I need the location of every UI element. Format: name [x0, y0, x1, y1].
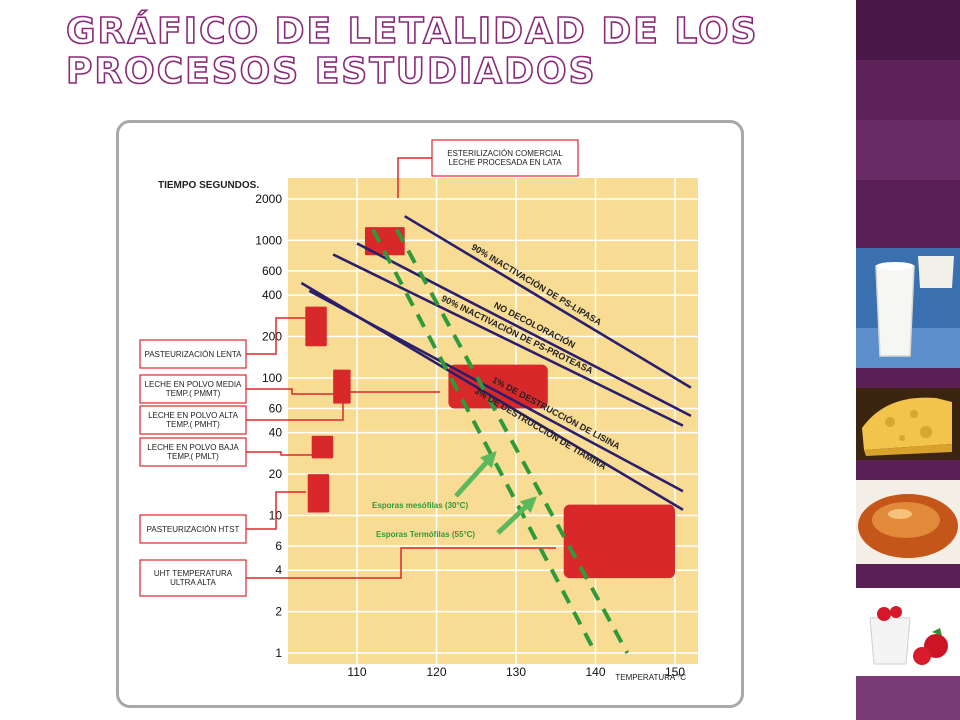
process-region: [333, 369, 351, 404]
process-label: PASTEURIZACIÓN HTST: [146, 524, 240, 534]
process-label-box: [139, 559, 247, 597]
y-tick-label: 20: [269, 467, 283, 481]
y-tick-label: 200: [262, 330, 282, 344]
y-tick-label: 2000: [255, 192, 282, 206]
spore-annotation: Esporas Termófilas (55°C): [376, 530, 475, 539]
process-label-box: [139, 405, 247, 435]
process-label-box: [139, 437, 247, 467]
spore-line: [394, 228, 630, 654]
process-region: [448, 364, 548, 409]
y-tick-label: 40: [269, 426, 283, 440]
inactivation-line: [332, 253, 684, 427]
process-label-container: LECHE EN POLVO MEDIA TEMP.( PMMT): [144, 380, 242, 398]
y-tick-label: 60: [269, 401, 283, 415]
x-tick-label: 150: [665, 665, 685, 679]
connector-line: [246, 391, 440, 421]
strip-band: [856, 180, 960, 248]
y-axis-label: TIEMPO SEGUNDOS.: [158, 180, 259, 191]
plot-area: [288, 178, 698, 664]
connector-line: [246, 547, 556, 579]
y-tick-label: 4: [275, 563, 282, 577]
process-label: UHT TEMPERATURA ULTRA ALTA: [153, 569, 233, 587]
process-region: [311, 435, 334, 459]
y-tick-label: 100: [262, 371, 282, 385]
y-tick-label: 1000: [255, 233, 282, 247]
caramel-dessert-photo: [856, 480, 960, 564]
strip-band: [856, 60, 960, 120]
annotation-arrow-head: [480, 451, 497, 469]
process-label-container: PASTEURIZACIÓN HTST: [146, 524, 240, 534]
process-label-container: PASTEURIZACIÓN LENTA: [144, 349, 242, 359]
process-region: [307, 474, 330, 513]
strip-band: [856, 0, 960, 60]
connector-line: [246, 451, 316, 456]
process-label: LECHE EN POLVO BAJA TEMP.( PMLT): [147, 443, 239, 461]
cheese-photo: [856, 388, 960, 460]
inactivation-line: [404, 215, 692, 389]
x-axis-label: TEMPERATURA °C: [615, 673, 686, 682]
x-tick-label: 110: [347, 665, 366, 679]
process-label-container: ESTERILIZACIÓN COMERCIAL LECHE PROCESADA…: [447, 149, 563, 167]
process-label: ESTERILIZACIÓN COMERCIAL LECHE PROCESADA…: [447, 149, 563, 167]
process-label-box: [139, 374, 247, 404]
y-tick-label: 2: [275, 605, 282, 619]
strip-band: [856, 676, 960, 720]
y-tick-label: 600: [262, 264, 282, 278]
connector-line: [246, 317, 306, 355]
process-label-box: [139, 514, 247, 544]
process-label-container: UHT TEMPERATURA ULTRA ALTA: [153, 569, 233, 587]
process-region: [563, 504, 675, 579]
y-tick-label: 400: [262, 288, 282, 302]
connector-line: [397, 157, 432, 198]
process-label-box: [431, 139, 579, 177]
process-label: LECHE EN POLVO ALTA TEMP.( PMHT): [148, 411, 238, 429]
milk-glass-photo: [856, 248, 960, 368]
strawberry-yogurt-photo: [856, 588, 960, 676]
process-label-container: LECHE EN POLVO ALTA TEMP.( PMHT): [148, 411, 238, 429]
x-tick-label: 120: [426, 665, 446, 679]
y-tick-label: 6: [275, 539, 282, 553]
spore-annotation: Esporas mesófilas (30°C): [372, 501, 468, 510]
annotation-arrow-head: [519, 496, 537, 514]
connector-line: [246, 491, 306, 530]
process-label-container: LECHE EN POLVO BAJA TEMP.( PMLT): [147, 443, 239, 461]
slide-title: Gráfico de letalidad de los procesos est…: [65, 11, 826, 93]
connector-line: [246, 388, 338, 395]
inactivation-line: [300, 281, 684, 511]
x-tick-label: 130: [506, 665, 526, 679]
process-label: PASTEURIZACIÓN LENTA: [144, 349, 242, 359]
x-tick-label: 140: [585, 665, 605, 679]
process-label-box: [139, 339, 247, 369]
y-tick-label: 1: [275, 646, 282, 660]
slide-title-line-2: procesos estudiados: [65, 51, 597, 93]
strip-band: [856, 120, 960, 180]
inactivation-line: [356, 242, 692, 418]
process-region: [305, 306, 327, 347]
spore-line: [371, 228, 598, 654]
process-label: LECHE EN POLVO MEDIA TEMP.( PMMT): [144, 380, 242, 398]
slide-title-line-1: Gráfico de letalidad de los: [65, 11, 759, 53]
